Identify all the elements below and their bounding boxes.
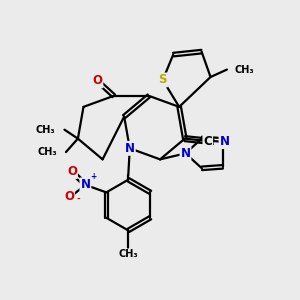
Text: CH₃: CH₃ (234, 64, 254, 74)
Text: N: N (181, 147, 190, 160)
Text: +: + (91, 172, 97, 181)
Text: CH₃: CH₃ (118, 249, 138, 259)
Text: N: N (80, 178, 90, 191)
Text: O: O (92, 74, 102, 87)
Text: O: O (64, 190, 74, 203)
Text: N: N (125, 142, 135, 155)
Text: CH₃: CH₃ (36, 125, 56, 135)
Text: S: S (158, 74, 167, 86)
Text: N: N (220, 135, 230, 148)
Text: C: C (203, 135, 212, 148)
Text: CH₃: CH₃ (38, 147, 57, 157)
Text: O: O (67, 165, 77, 178)
Text: -: - (76, 195, 80, 204)
